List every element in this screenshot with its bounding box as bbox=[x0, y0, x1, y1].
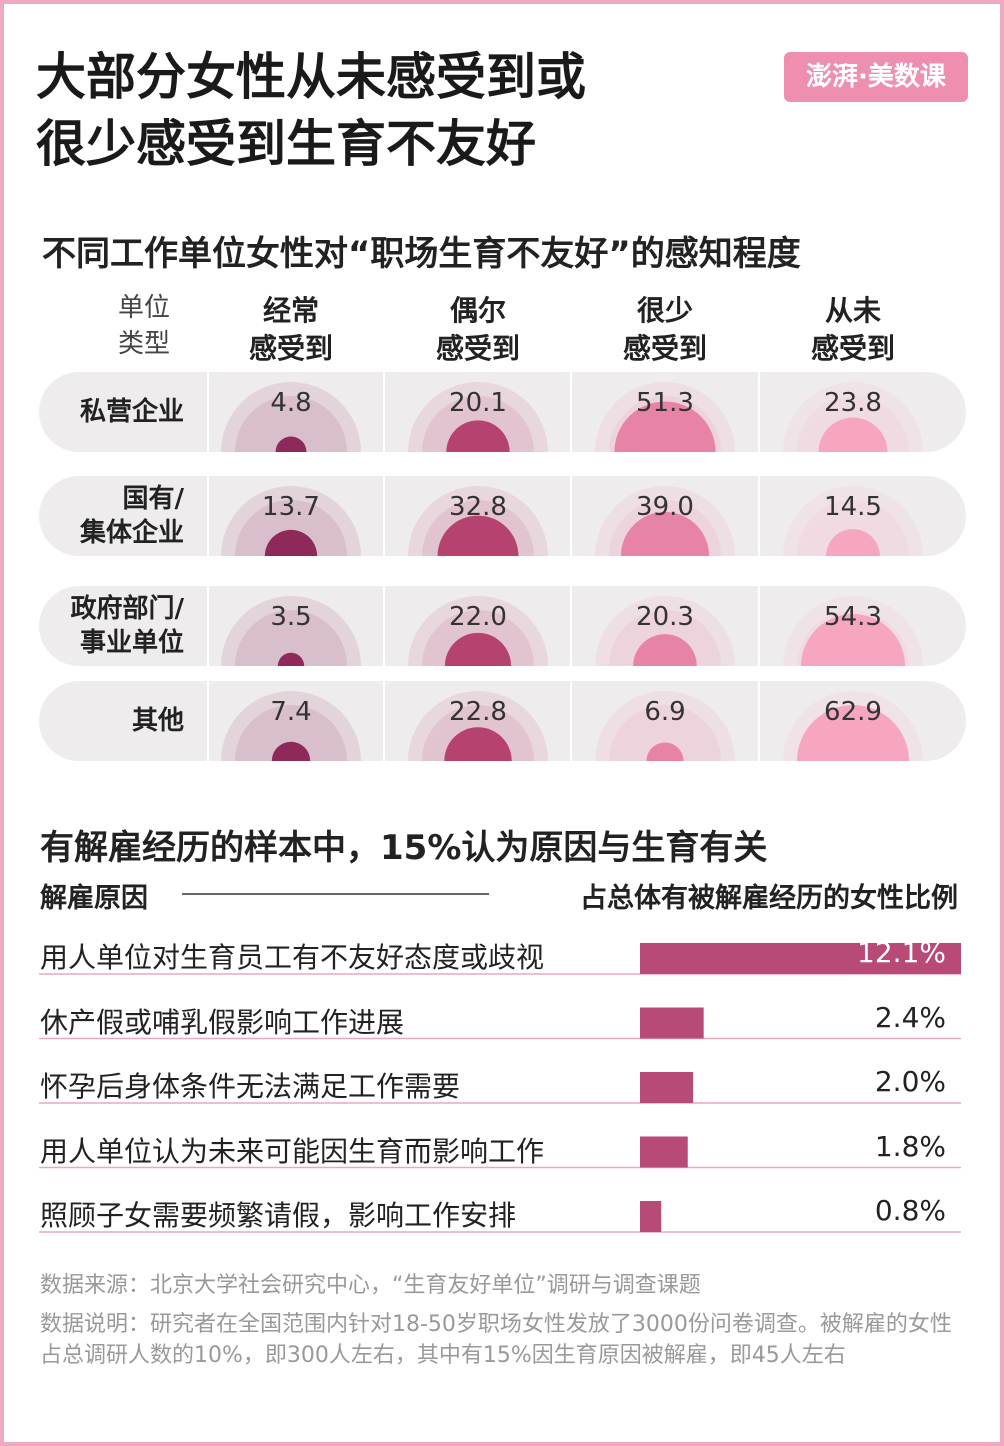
semicircle bbox=[614, 401, 716, 452]
row-background bbox=[39, 586, 966, 666]
ring-outer bbox=[408, 382, 548, 452]
chart-title: 有解雇经历的样本中，15%认为原因与生育有关 bbox=[40, 828, 768, 868]
semicircle bbox=[633, 634, 697, 666]
category-label: 休产假或哺乳假影响工作进展 bbox=[40, 1005, 405, 1039]
semicircle bbox=[800, 613, 906, 666]
value-label: 13.7 bbox=[262, 492, 320, 522]
value-label: 3.5 bbox=[270, 602, 312, 632]
ring-outer bbox=[595, 691, 735, 761]
value-label: 54.3 bbox=[824, 602, 882, 632]
category-label: 用人单位认为未来可能因生育而影响工作 bbox=[40, 1134, 545, 1168]
category-label: 照顾子女需要频繁请假，影响工作安排 bbox=[40, 1199, 517, 1232]
ring-inner bbox=[235, 705, 347, 761]
bar bbox=[640, 1072, 694, 1103]
row-header: 单位 类型 bbox=[117, 293, 170, 359]
value-label: 2.0% bbox=[874, 1065, 946, 1098]
semicircle bbox=[646, 742, 684, 761]
ring-inner bbox=[797, 500, 909, 556]
row-label: 国有/ 集体企业 bbox=[79, 484, 184, 548]
ring-outer bbox=[221, 382, 361, 452]
semicircle bbox=[275, 436, 307, 452]
row-label: 其他 bbox=[131, 706, 184, 736]
value-label: 14.5 bbox=[824, 492, 882, 522]
semicircle bbox=[826, 529, 880, 556]
semicircle bbox=[620, 511, 710, 556]
ring-outer bbox=[783, 486, 923, 556]
row-background bbox=[39, 681, 966, 761]
value-label: 0.8% bbox=[874, 1194, 946, 1227]
source: 数据来源：北京大学社会研究中心，“生育友好单位”调研与调查课题 bbox=[40, 1273, 701, 1298]
main-title: 大部分女性从未感受到或 很少感受到生育不友好 bbox=[36, 48, 586, 173]
value-label: 22.8 bbox=[449, 697, 507, 727]
semicircle bbox=[818, 417, 888, 452]
value-label: 32.8 bbox=[449, 492, 507, 522]
value-label: 22.0 bbox=[449, 602, 507, 632]
column-header: 很少 感受到 bbox=[622, 294, 707, 365]
graphics bbox=[39, 372, 966, 1233]
row-background bbox=[39, 476, 966, 556]
value-label: 2.4% bbox=[874, 1000, 946, 1034]
category-label: 怀孕后身体条件无法满足工作需要 bbox=[40, 1070, 461, 1103]
semicircle bbox=[264, 529, 318, 556]
value-label: 1.8% bbox=[874, 1129, 946, 1163]
value-label: 39.0 bbox=[636, 492, 694, 522]
column-header: 偶尔 感受到 bbox=[435, 294, 520, 365]
value-label: 7.4 bbox=[270, 697, 312, 727]
value-label: 6.9 bbox=[644, 697, 686, 727]
ring-outer bbox=[221, 596, 361, 666]
value-label: 51.3 bbox=[636, 388, 694, 418]
column-header: 经常 感受到 bbox=[248, 294, 333, 365]
value-label: 20.1 bbox=[449, 388, 507, 418]
bar bbox=[640, 1201, 662, 1232]
semicircle bbox=[444, 632, 512, 666]
value-label: 4.8 bbox=[270, 388, 312, 418]
semicircle bbox=[437, 515, 519, 556]
note: 数据说明：研究者在全国范围内针对18-50岁职场女性发放了3000份问卷调查。被… bbox=[40, 1312, 952, 1368]
semicircle bbox=[797, 705, 909, 761]
category-label: 用人单位对生育员工有不友好态度或歧视 bbox=[40, 941, 545, 974]
chart-title: 不同工作单位女性对“职场生育不友好”的感知程度 bbox=[42, 234, 801, 274]
ring-outer bbox=[595, 596, 735, 666]
category-header: 解雇原因 bbox=[40, 883, 148, 914]
ring-inner bbox=[609, 705, 721, 761]
bar bbox=[640, 1007, 704, 1039]
semicircle bbox=[277, 652, 305, 666]
bar bbox=[640, 943, 961, 974]
value-header: 占总体有被解雇经历的女性比例 bbox=[580, 883, 958, 914]
semicircle bbox=[444, 727, 512, 761]
ring-outer bbox=[783, 382, 923, 452]
semicircle bbox=[271, 741, 311, 761]
logo: 澎湃·美数课 bbox=[784, 52, 968, 102]
value-label: 12.1% bbox=[857, 936, 946, 969]
semicircle bbox=[446, 420, 510, 452]
value-label: 20.3 bbox=[636, 602, 694, 632]
ring-outer bbox=[221, 691, 361, 761]
ring-inner bbox=[235, 500, 347, 556]
row-background bbox=[39, 372, 966, 452]
value-label: 62.9 bbox=[824, 697, 882, 727]
ring-outer bbox=[221, 486, 361, 556]
row-label: 私营企业 bbox=[79, 397, 184, 427]
ring-outer bbox=[408, 596, 548, 666]
bar bbox=[640, 1136, 688, 1168]
ring-inner bbox=[235, 610, 347, 666]
value-label: 23.8 bbox=[824, 388, 882, 418]
column-header: 从未 感受到 bbox=[810, 294, 895, 365]
row-label: 政府部门/ 事业单位 bbox=[70, 594, 185, 658]
ring-inner bbox=[235, 396, 347, 452]
ring-outer bbox=[408, 691, 548, 761]
